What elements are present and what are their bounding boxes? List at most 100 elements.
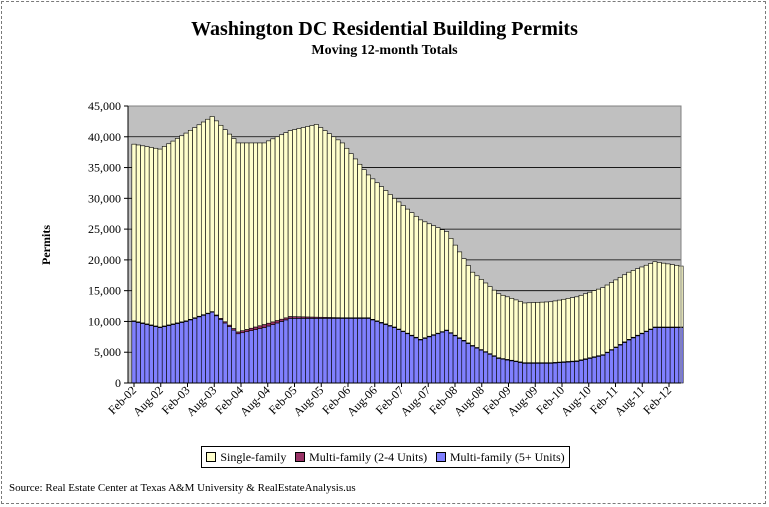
bar-2-35 (283, 132, 289, 319)
bar-2-42 (313, 124, 319, 318)
bar-0-96 (548, 363, 554, 384)
x-tick-label-1: Aug-02 (130, 383, 166, 419)
bar-2-54 (365, 174, 371, 319)
bar-2-89 (517, 301, 523, 363)
bar-2-87 (509, 298, 515, 361)
bar-0-47 (335, 318, 341, 384)
bar-0-71 (439, 331, 445, 384)
bar-0-109 (604, 352, 610, 384)
bar-2-95 (543, 301, 549, 363)
bar-2-122 (661, 262, 667, 328)
bar-0-6 (157, 327, 163, 384)
bar-0-85 (500, 358, 506, 384)
bar-2-32 (270, 138, 276, 323)
bar-0-82 (487, 353, 493, 384)
bar-0-99 (561, 362, 567, 384)
bar-2-64 (409, 212, 415, 336)
bar-0-101 (569, 361, 575, 384)
bar-0-97 (552, 362, 558, 384)
bar-0-122 (661, 327, 667, 384)
bar-2-93 (535, 302, 541, 363)
bar-2-38 (296, 128, 302, 318)
bar-2-39 (300, 127, 306, 318)
bar-0-125 (674, 327, 680, 384)
bar-0-58 (383, 324, 389, 384)
bar-2-69 (431, 225, 437, 335)
bar-2-36 (287, 130, 293, 317)
bar-0-73 (448, 332, 454, 384)
bar-0-44 (322, 318, 328, 384)
bar-2-10 (174, 138, 180, 324)
legend-item-multi-5plus: Multi-family (5+ Units) (435, 450, 565, 465)
bar-2-22 (227, 133, 232, 326)
bar-0-92 (530, 363, 536, 384)
x-tick-label-9: Aug-06 (344, 383, 380, 419)
bar-0-89 (517, 362, 523, 384)
bar-2-23 (231, 138, 237, 329)
bar-0-63 (405, 333, 410, 384)
series-2 (131, 116, 684, 363)
bar-0-40 (305, 318, 311, 384)
bar-0-26 (244, 331, 250, 384)
bar-0-67 (422, 338, 428, 384)
bar-0-33 (274, 322, 280, 384)
bar-0-93 (535, 363, 541, 384)
bar-0-59 (387, 325, 393, 384)
bar-0-45 (326, 318, 332, 384)
bar-0-61 (396, 329, 402, 384)
bar-0-39 (300, 318, 306, 384)
bar-2-24 (235, 142, 241, 333)
bar-2-58 (383, 190, 389, 325)
bar-2-90 (522, 302, 528, 363)
bar-2-26 (244, 142, 250, 330)
bar-0-51 (352, 318, 358, 384)
bar-2-31 (266, 140, 272, 324)
bar-2-118 (643, 264, 649, 332)
bar-0-107 (596, 356, 601, 384)
bar-0-66 (418, 339, 423, 384)
bar-2-86 (504, 296, 510, 360)
bar-0-23 (231, 329, 237, 384)
bar-2-84 (496, 293, 502, 359)
bar-2-48 (339, 142, 345, 319)
bar-0-77 (465, 343, 471, 384)
bar-0-57 (378, 322, 384, 384)
bar-2-3 (144, 146, 150, 325)
bar-0-2 (140, 323, 146, 384)
bar-2-108 (600, 287, 606, 355)
bar-2-0 (131, 143, 137, 322)
bar-2-94 (539, 301, 545, 363)
legend-label-single-family: Single-family (220, 449, 287, 464)
bar-2-11 (179, 135, 185, 323)
bar-2-41 (309, 125, 315, 318)
bar-2-70 (435, 227, 441, 334)
bar-2-110 (609, 282, 615, 350)
bar-0-100 (565, 361, 571, 384)
bar-0-41 (309, 318, 315, 384)
bar-2-96 (548, 301, 554, 363)
bar-1-29 (257, 325, 263, 329)
bar-0-9 (170, 324, 176, 384)
bar-2-79 (474, 275, 480, 348)
y-tick-label-7: 35,000 (88, 161, 121, 175)
bar-2-109 (604, 284, 610, 353)
x-tick-label-3: Aug-03 (184, 383, 220, 419)
bar-2-61 (396, 201, 402, 330)
bar-0-80 (478, 349, 484, 384)
bar-0-18 (209, 311, 215, 384)
bar-0-15 (196, 316, 202, 384)
bar-0-94 (539, 363, 545, 384)
bar-0-36 (287, 318, 293, 384)
bar-0-55 (370, 319, 376, 384)
bar-0-56 (374, 321, 380, 384)
bar-0-121 (656, 327, 662, 384)
bar-2-97 (552, 300, 558, 363)
bar-2-102 (574, 296, 580, 362)
bar-0-91 (526, 363, 532, 384)
bar-0-105 (587, 358, 593, 384)
bar-2-112 (617, 277, 623, 345)
bar-2-83 (491, 289, 497, 357)
bar-0-11 (179, 322, 185, 384)
bar-2-9 (170, 140, 176, 325)
